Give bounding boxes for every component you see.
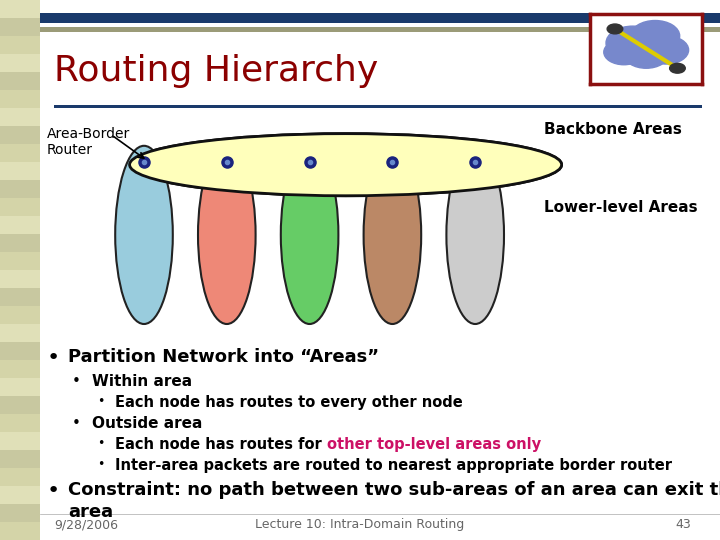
Bar [0,432,40,450]
Circle shape [606,26,660,60]
Bar [0,198,40,216]
Bar [0,54,40,72]
Bar [0,486,40,504]
Ellipse shape [198,146,256,324]
Bar [0,360,40,378]
Circle shape [607,24,623,34]
Ellipse shape [130,134,562,196]
Text: •: • [47,481,60,501]
Bar [0,0,40,18]
Circle shape [604,39,644,65]
Ellipse shape [115,146,173,324]
Bar [0,378,40,396]
Bar [0,18,40,36]
Bar [0,162,40,180]
Text: •: • [72,416,81,431]
Bar [0,306,40,324]
Ellipse shape [364,146,421,324]
Bar [0,72,40,90]
Bar [0,396,40,414]
Bar [0,324,40,342]
Text: Inter-area packets are routed to nearest appropriate border router: Inter-area packets are routed to nearest… [115,458,672,473]
Circle shape [631,21,680,51]
Text: Lecture 10: Intra-Domain Routing: Lecture 10: Intra-Domain Routing [256,518,464,531]
Bar [0,108,40,126]
Ellipse shape [281,146,338,324]
Text: Area-Border
Router: Area-Border Router [47,127,130,157]
Bar [0,414,40,432]
Text: 43: 43 [675,518,691,531]
Text: •: • [47,348,60,368]
Text: •: • [72,374,81,389]
Text: Each node has routes to every other node: Each node has routes to every other node [115,395,463,410]
Text: Routing Hierarchy: Routing Hierarchy [54,54,378,88]
Circle shape [644,36,688,64]
Text: •: • [97,458,104,471]
Text: 9/28/2006: 9/28/2006 [54,518,118,531]
Circle shape [624,40,669,68]
Text: Each node has routes for: Each node has routes for [115,437,327,453]
Ellipse shape [446,146,504,324]
Text: Partition Network into “Areas”: Partition Network into “Areas” [68,348,379,366]
Bar [0,522,40,540]
Ellipse shape [130,134,562,196]
Bar [0,270,40,288]
Bar [0,126,40,144]
Bar [54,105,702,108]
Bar [0,468,40,486]
Text: •: • [97,395,104,408]
Bar [0,252,40,270]
Text: other top-level areas only: other top-level areas only [327,437,541,453]
Bar [0,144,40,162]
Bar [40,13,720,23]
Bar [0,342,40,360]
Bar [0,90,40,108]
Text: Constraint: no path between two sub-areas of an area can exit that
area: Constraint: no path between two sub-area… [68,481,720,521]
Text: Within area: Within area [92,374,192,389]
Circle shape [670,63,685,73]
Text: Outside area: Outside area [92,416,202,431]
Bar [0,36,40,54]
Bar [0,288,40,306]
Bar [0,504,40,522]
Text: •: • [97,437,104,450]
Text: Backbone Areas: Backbone Areas [544,122,681,137]
Bar [0,450,40,468]
Bar [0,234,40,252]
Bar [0,180,40,198]
Bar [40,27,720,32]
Text: Lower-level Areas: Lower-level Areas [544,200,697,215]
Bar [0,216,40,234]
